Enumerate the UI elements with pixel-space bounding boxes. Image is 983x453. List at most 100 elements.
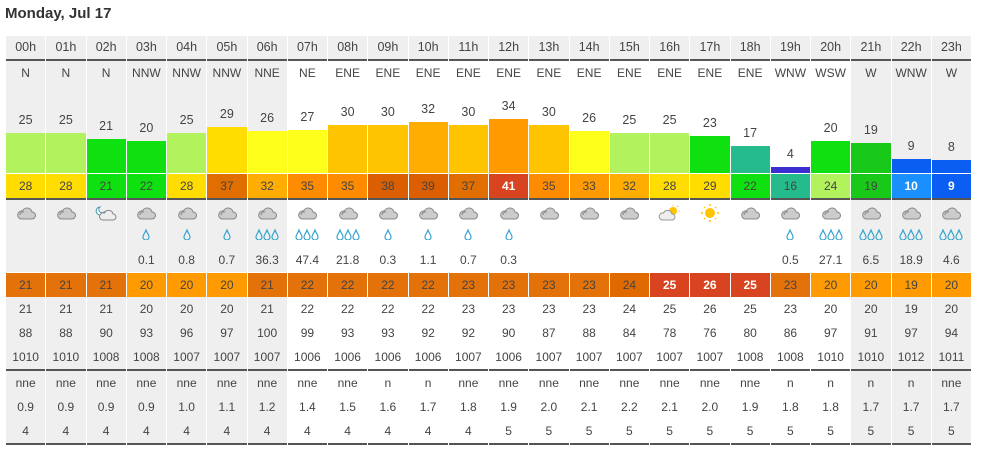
cloud-icon bbox=[811, 200, 850, 226]
wave-period: 4 bbox=[247, 419, 287, 445]
hour-label: 11h bbox=[448, 36, 488, 61]
precipitation: 0.1 bbox=[138, 253, 155, 267]
wind-speed-value: 25 bbox=[622, 113, 637, 127]
pressure: 1007 bbox=[448, 345, 488, 371]
wave-height: 2.2 bbox=[621, 400, 638, 414]
wave-period: 4 bbox=[328, 419, 368, 445]
wind-direction: W bbox=[865, 66, 877, 80]
humidity: 90 bbox=[99, 326, 113, 340]
cloud-icon bbox=[489, 200, 528, 226]
humidity: 92 bbox=[461, 326, 476, 340]
wind-gust: 28 bbox=[6, 173, 46, 200]
wave-height: 1.7 bbox=[419, 400, 437, 414]
hour-column: 03h NNW 20 22 0.1 20 20 93 1008 nne 0.9 … bbox=[126, 36, 167, 445]
wave-direction: nne bbox=[941, 376, 962, 390]
hour-label: 02h bbox=[86, 36, 126, 61]
hour-column: 05h NNW 29 37 0.7 20 20 97 1007 nne 1.1 … bbox=[207, 36, 248, 445]
hour-column: 18h ENE 17 22 25 25 80 1008 nne 1.9 5 bbox=[730, 36, 771, 445]
wave-height: 1.8 bbox=[782, 400, 799, 414]
wind-speed-bar bbox=[448, 125, 488, 173]
rain-drops-icon bbox=[851, 226, 890, 248]
wind-gust: 32 bbox=[609, 173, 649, 200]
wind-speed-bar bbox=[86, 139, 126, 173]
precipitation bbox=[650, 248, 689, 272]
wind-direction: NNW bbox=[172, 66, 201, 80]
wave-direction: n bbox=[867, 376, 875, 390]
cloud-icon bbox=[127, 200, 166, 226]
cloud-icon bbox=[6, 200, 45, 226]
wave-direction: nne bbox=[337, 376, 358, 390]
hour-label: 12h bbox=[489, 36, 529, 61]
hour-label: 18h bbox=[730, 36, 770, 61]
wind-speed-cell: 25 bbox=[167, 85, 207, 173]
hour-label: 17h bbox=[690, 36, 730, 61]
hour-label: 01h bbox=[46, 36, 86, 61]
pressure: 1010 bbox=[6, 345, 46, 371]
cloud-icon bbox=[771, 200, 810, 226]
temperature: 20 bbox=[139, 302, 154, 316]
wind-speed-cell: 19 bbox=[851, 85, 891, 173]
wind-speed-value: 8 bbox=[947, 140, 955, 155]
wave-period: 4 bbox=[287, 419, 327, 445]
wave-height: 1.6 bbox=[379, 400, 397, 414]
hour-column: 12h ENE 34 41 0.3 23 23 90 1006 nne 1.9 … bbox=[489, 36, 530, 445]
wind-speed-bar bbox=[328, 125, 368, 173]
temperature: 22 bbox=[300, 302, 315, 316]
wind-direction: NE bbox=[299, 66, 316, 80]
humidity: 92 bbox=[421, 326, 435, 340]
wind-speed-cell: 9 bbox=[891, 85, 931, 173]
precipitation bbox=[690, 248, 729, 272]
wind-direction: ENE bbox=[697, 66, 723, 80]
wind-speed-cell: 21 bbox=[86, 85, 126, 173]
wind-speed-bar bbox=[690, 136, 730, 173]
pressure: 1007 bbox=[167, 345, 207, 371]
wind-speed-value: 25 bbox=[18, 113, 33, 127]
wind-direction: WNW bbox=[774, 66, 807, 80]
wind-speed-bar bbox=[811, 141, 851, 173]
wave-height: 1.7 bbox=[943, 400, 960, 414]
precipitation bbox=[610, 248, 649, 272]
humidity: 97 bbox=[823, 326, 838, 340]
wind-speed-cell: 30 bbox=[448, 85, 488, 173]
temperature: 19 bbox=[904, 302, 918, 316]
rain-drops-icon bbox=[610, 226, 649, 248]
wave-period: 4 bbox=[368, 419, 408, 445]
pressure: 1007 bbox=[609, 345, 649, 371]
hour-column: 08h ENE 30 35 21.8 22 22 93 1006 nne 1.5… bbox=[328, 36, 369, 445]
wind-speed-bar bbox=[730, 145, 770, 173]
temperature: 24 bbox=[622, 302, 637, 316]
wave-height: 1.4 bbox=[299, 400, 316, 414]
wind-speed-bar bbox=[6, 133, 46, 173]
wind-gust: 32 bbox=[247, 173, 287, 200]
temperature-bar: 19 bbox=[891, 272, 931, 297]
precipitation: 0.7 bbox=[218, 253, 236, 267]
temperature: 21 bbox=[260, 302, 274, 316]
wind-speed-cell: 30 bbox=[328, 85, 368, 173]
wind-direction: N bbox=[21, 66, 30, 80]
wind-direction: ENE bbox=[737, 66, 763, 80]
wind-speed-bar bbox=[167, 133, 207, 173]
wind-speed-cell: 25 bbox=[46, 85, 86, 173]
sun-cloud-icon bbox=[650, 200, 689, 226]
humidity: 86 bbox=[783, 326, 798, 340]
wind-speed-value: 25 bbox=[662, 113, 677, 127]
wind-speed-cell: 29 bbox=[207, 85, 247, 173]
hour-label: 16h bbox=[650, 36, 690, 61]
humidity: 80 bbox=[743, 326, 757, 340]
hour-column: 17h ENE 23 29 26 26 76 1007 nne 2.0 5 bbox=[690, 36, 731, 445]
precipitation bbox=[529, 248, 568, 272]
cloud-icon bbox=[167, 200, 206, 226]
pressure: 1008 bbox=[730, 345, 770, 371]
precipitation: 0.7 bbox=[460, 253, 477, 267]
wind-speed-cell: 26 bbox=[247, 85, 287, 173]
pressure: 1008 bbox=[86, 345, 126, 371]
pressure: 1010 bbox=[851, 345, 891, 371]
hour-column: 10h ENE 32 39 1.1 22 22 92 1006 n 1.7 4 bbox=[408, 36, 449, 445]
wind-speed-bar bbox=[247, 131, 287, 173]
wind-direction: WSW bbox=[815, 66, 846, 80]
wave-period: 4 bbox=[448, 419, 488, 445]
wave-direction: nne bbox=[498, 376, 519, 390]
wave-period: 5 bbox=[650, 419, 690, 445]
wave-height: 2.1 bbox=[580, 400, 598, 414]
wind-speed-value: 25 bbox=[179, 113, 194, 127]
